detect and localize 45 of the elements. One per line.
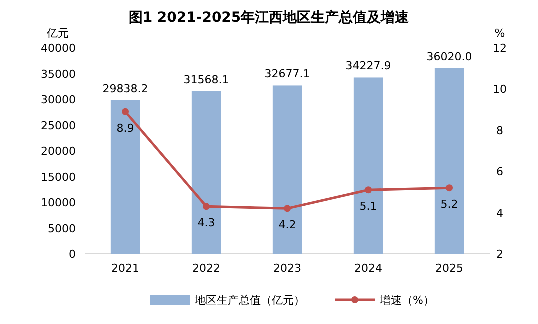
point [203, 203, 210, 210]
y-tick-label: 5000 [48, 222, 76, 236]
y2-tick-label: 6 [496, 166, 504, 179]
y-tick-label: 30000 [41, 94, 76, 106]
legend-label: 地区生产总值（亿元） [194, 294, 305, 307]
y-axis-title: 亿元 [46, 27, 69, 40]
bar [354, 78, 384, 254]
y2-tick-label: 10 [493, 83, 507, 96]
data-label: 29838.2 [102, 82, 148, 96]
y-tick-label: 25000 [41, 119, 76, 132]
y2-tick-label: 8 [496, 124, 504, 138]
x-tick-label: 2024 [354, 262, 382, 275]
point [284, 205, 291, 212]
x-tick-label: 2022 [192, 262, 220, 275]
bar [192, 91, 222, 254]
bar [434, 68, 464, 254]
bar [272, 86, 302, 254]
y-tick-label: 0 [69, 248, 76, 261]
chart-title: 图1 2021-2025年江西地区生产总值及增速 [128, 9, 410, 26]
data-label: 8.9 [116, 122, 134, 135]
y-tick-label: 20000 [41, 145, 76, 158]
x-tick-label: 2025 [436, 262, 464, 275]
point [365, 186, 372, 194]
y-tick-label: 15000 [41, 170, 76, 184]
data-label: 36020.0 [426, 50, 472, 64]
y-tick-label: 35000 [41, 68, 76, 81]
data-label: 34227.9 [346, 60, 392, 73]
y2-tick-label: 4 [496, 206, 504, 220]
y-tick-label: 10000 [41, 196, 76, 210]
bar [110, 100, 140, 254]
y-tick-label: 40000 [41, 42, 76, 55]
point [122, 108, 129, 116]
data-label: 4.3 [198, 216, 216, 230]
data-label: 5.1 [360, 200, 378, 214]
legend-label: 增速（%） [379, 294, 434, 307]
y2-tick-label: 12 [493, 42, 507, 55]
data-label: 32677.1 [264, 68, 310, 81]
y2-tick-label: 2 [496, 248, 504, 261]
data-label: 5.2 [440, 198, 458, 212]
y2-axis-title: % [494, 27, 506, 40]
x-tick-label: 2023 [274, 262, 302, 275]
data-label: 31568.1 [184, 73, 230, 86]
x-tick-label: 2021 [112, 262, 140, 275]
point [446, 184, 453, 192]
data-label: 4.2 [278, 218, 296, 232]
